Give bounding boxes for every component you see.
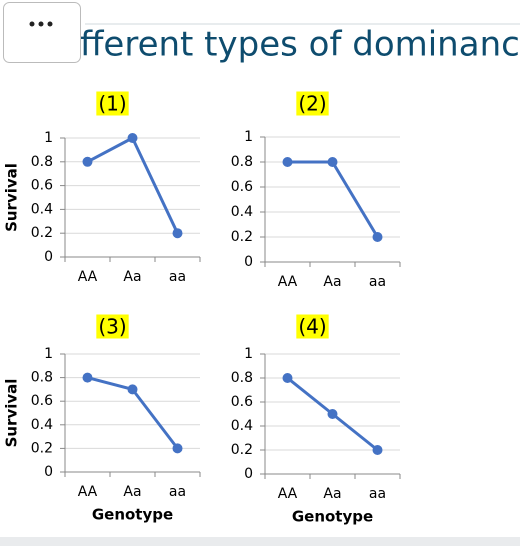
x-tick-label: Aa — [323, 274, 341, 290]
y-tick-label: 0.4 — [31, 201, 53, 217]
y-tick-label: 1 — [44, 346, 53, 362]
dot — [47, 21, 53, 27]
y-tick-label: 0.8 — [31, 370, 53, 386]
data-point — [82, 156, 93, 167]
more-button[interactable] — [3, 2, 81, 63]
x-tick-label: aa — [169, 269, 186, 285]
x-tick-label: AA — [78, 269, 98, 285]
x-tick-label: Aa — [323, 486, 341, 502]
y-tick-label: 0 — [44, 249, 53, 265]
x-tick-label: aa — [169, 484, 186, 500]
y-tick-label: 0 — [244, 254, 253, 270]
data-point — [282, 157, 293, 167]
chart-title: (3) — [98, 315, 126, 339]
y-tick-label: 0.2 — [31, 440, 53, 456]
y-tick-label: 0.4 — [31, 417, 53, 433]
x-tick-label: Aa — [123, 484, 141, 500]
y-tick-label: 0.6 — [31, 393, 53, 409]
y-tick-label: 0 — [44, 464, 53, 480]
data-point — [82, 372, 93, 383]
x-tick-label: Aa — [123, 269, 141, 285]
y-tick-label: 0.8 — [231, 370, 253, 386]
x-axis-label: Genotype — [292, 508, 373, 526]
button-frame[interactable] — [3, 2, 81, 63]
data-point — [327, 409, 338, 419]
y-tick-label: 0.2 — [31, 225, 53, 241]
data-point — [282, 373, 293, 383]
slide-title: fferent types of dominanc — [80, 25, 520, 65]
y-tick-label: 0.4 — [231, 204, 253, 220]
chart-title: (2) — [298, 92, 326, 116]
data-point — [127, 133, 138, 143]
y-tick-label: 0.2 — [231, 442, 253, 458]
title-highlight — [96, 91, 129, 116]
series-line — [287, 160, 379, 238]
y-axis-label: Survival — [3, 379, 21, 448]
x-tick-label: AA — [78, 484, 98, 500]
x-tick-label: AA — [278, 486, 298, 502]
x-tick-label: aa — [369, 274, 386, 290]
chart-title: (1) — [98, 92, 126, 116]
data-point — [372, 445, 383, 455]
data-point — [327, 157, 338, 167]
y-axis-label: Survival — [3, 163, 21, 232]
y-tick-label: 0.8 — [31, 154, 53, 170]
data-point — [172, 228, 183, 239]
y-tick-label: 0.2 — [231, 229, 253, 245]
y-tick-label: 0 — [244, 466, 253, 482]
title-highlight — [296, 91, 329, 116]
title-highlight — [296, 314, 329, 339]
x-axis-label: Genotype — [92, 506, 173, 524]
data-point — [372, 232, 383, 242]
bottom-bar — [0, 537, 520, 546]
y-tick-label: 0.8 — [231, 154, 253, 170]
data-point — [127, 384, 138, 395]
y-tick-label: 0.4 — [231, 418, 253, 434]
title-highlight — [96, 314, 129, 339]
chart-title: (4) — [298, 315, 326, 339]
dot — [38, 21, 44, 27]
x-tick-label: aa — [369, 486, 386, 502]
y-tick-label: 0.6 — [31, 178, 53, 194]
y-tick-label: 1 — [244, 346, 253, 362]
y-tick-label: 0.6 — [231, 394, 253, 410]
y-tick-label: 1 — [244, 129, 253, 145]
x-tick-label: AA — [278, 274, 298, 290]
y-tick-label: 1 — [44, 130, 53, 146]
data-point — [172, 443, 183, 454]
y-tick-label: 0.6 — [231, 179, 253, 195]
dot — [29, 21, 35, 27]
